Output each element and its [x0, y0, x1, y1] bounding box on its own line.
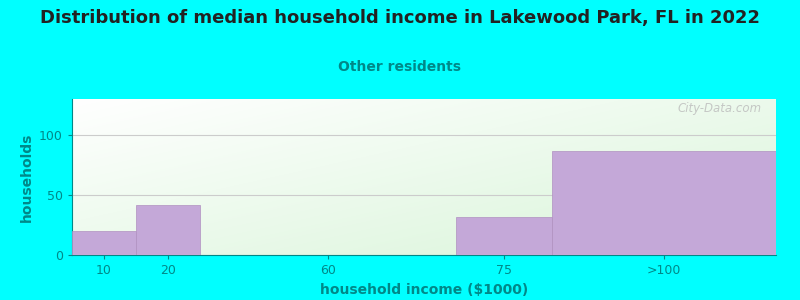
Bar: [72, 231, 136, 255]
Bar: [456, 217, 552, 255]
Y-axis label: households: households: [19, 132, 34, 222]
Text: City-Data.com: City-Data.com: [678, 102, 762, 115]
Text: Other residents: Other residents: [338, 60, 462, 74]
Text: Distribution of median household income in Lakewood Park, FL in 2022: Distribution of median household income …: [40, 9, 760, 27]
Bar: [552, 151, 776, 255]
Bar: [136, 205, 200, 255]
X-axis label: household income ($1000): household income ($1000): [320, 283, 528, 297]
